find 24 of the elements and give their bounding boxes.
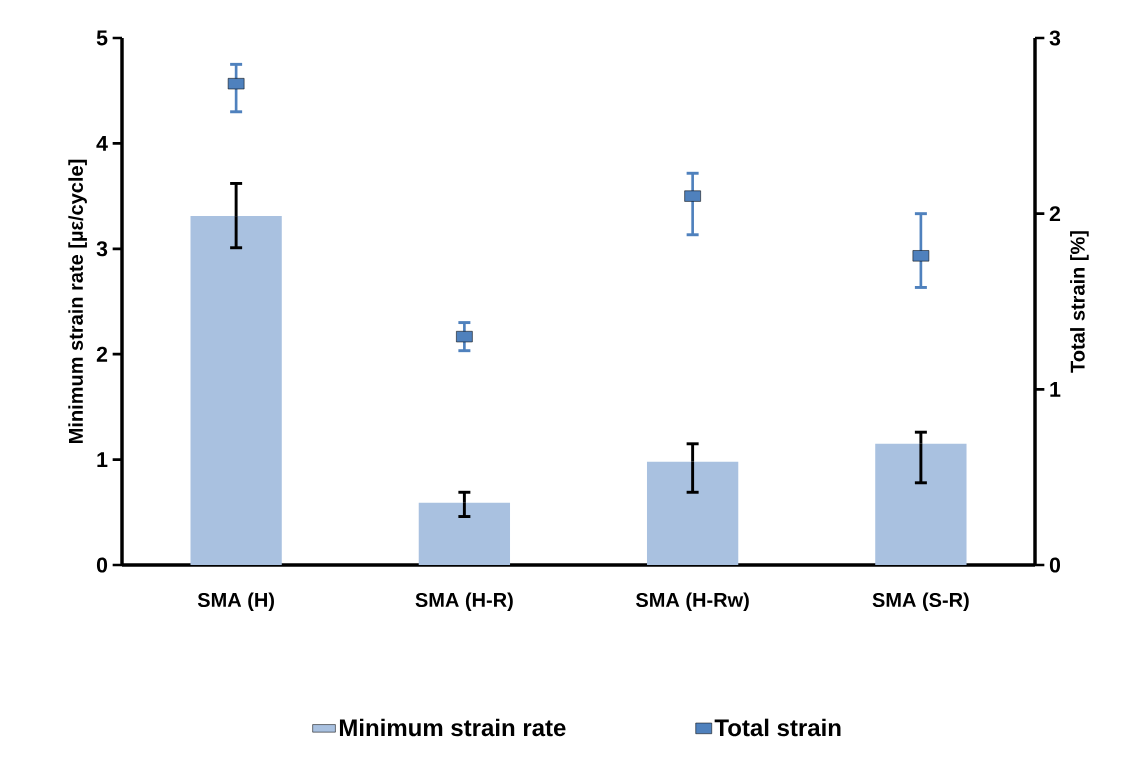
y-tick-label: 0 xyxy=(96,557,108,573)
y-tick-label: 1 xyxy=(97,452,108,467)
y-tick-label: 2 xyxy=(96,346,108,362)
x-tick-label: SMA (H-R) xyxy=(415,592,513,612)
bar xyxy=(418,502,511,565)
y-tick-label: 5 xyxy=(96,30,108,46)
bar xyxy=(190,216,282,565)
y2-tick-label: 3 xyxy=(1049,30,1061,46)
point xyxy=(684,190,701,202)
point xyxy=(456,331,473,343)
x-tick-label: SMA (S-R) xyxy=(872,592,969,612)
y-tick-label: 4 xyxy=(96,136,108,151)
legend-label: Minimum strain rate xyxy=(339,718,566,737)
y2-tick-label: 2 xyxy=(1049,206,1061,222)
legend-label: Total strain xyxy=(714,718,841,737)
y2-axis-title: Total strain [%] xyxy=(1070,231,1089,373)
x-tick-label: SMA (H-Rw) xyxy=(636,592,749,612)
x-tick-label: SMA (H) xyxy=(197,592,274,612)
y-tick-label: 3 xyxy=(96,241,108,257)
y2-tick-label: 0 xyxy=(1049,557,1061,573)
bar xyxy=(875,443,967,565)
y2-tick-label: 1 xyxy=(1050,381,1061,397)
bar xyxy=(646,461,739,565)
y-axis-title: Minimum strain rate [µε/cycle] xyxy=(68,159,87,443)
